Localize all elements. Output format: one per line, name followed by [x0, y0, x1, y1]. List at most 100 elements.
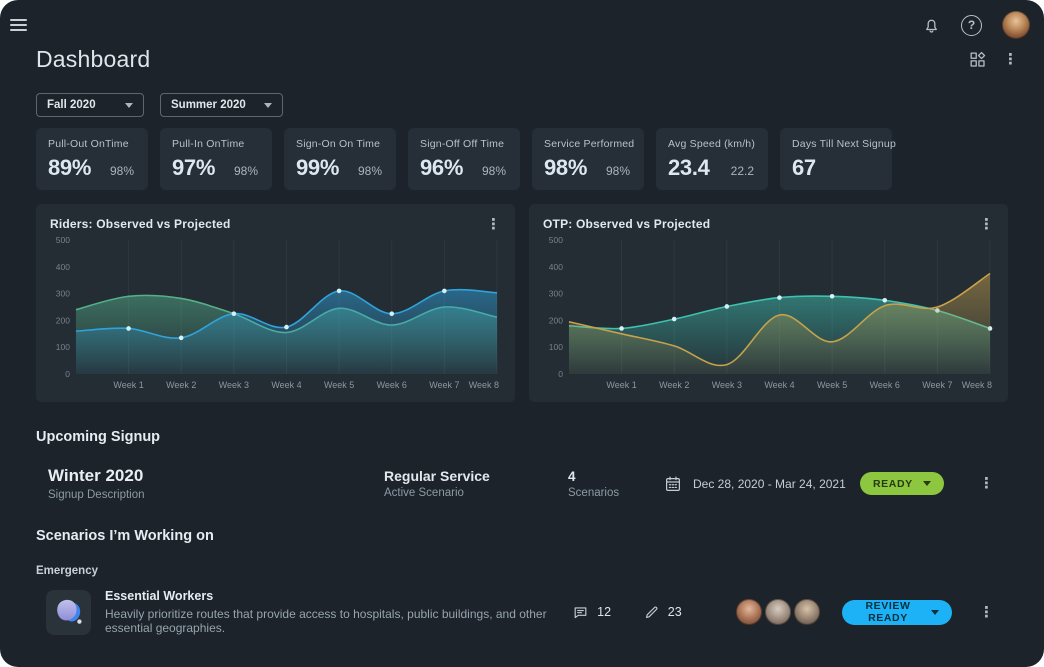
svg-text:Week 7: Week 7	[922, 380, 952, 390]
upcoming-signup-row[interactable]: Winter 2020 Signup Description Regular S…	[0, 445, 1044, 501]
user-avatar[interactable]	[1002, 11, 1030, 39]
kpi-secondary-value: 22.2	[730, 164, 754, 178]
chart-kebab-menu-icon[interactable]: ⋮	[486, 215, 501, 233]
chevron-down-icon	[125, 102, 133, 108]
chart-kebab-menu-icon[interactable]: ⋮	[979, 215, 994, 233]
hamburger-menu-icon[interactable]	[10, 10, 40, 40]
kpi-secondary-value: 98%	[605, 164, 630, 178]
svg-text:Week 7: Week 7	[429, 380, 459, 390]
kpi-label: Days Till Next Signup	[792, 138, 896, 150]
kpi-secondary-value: 98%	[481, 164, 506, 178]
kpi-card-pull-out: Pull-Out OnTime 89% 98%	[36, 128, 148, 190]
svg-text:Week 4: Week 4	[271, 380, 301, 390]
scenario-map-icon	[56, 599, 82, 624]
svg-text:Week 6: Week 6	[377, 380, 407, 390]
riders-chart-panel: Riders: Observed vs Projected ⋮ 0 100 200 3…	[36, 204, 515, 402]
signup-status-button[interactable]: READY	[860, 472, 944, 495]
bell-icon[interactable]	[922, 16, 941, 35]
svg-text:200: 200	[56, 315, 70, 325]
collaborator-avatar[interactable]	[764, 599, 791, 625]
svg-text:Week 8: Week 8	[962, 380, 992, 390]
svg-text:100: 100	[549, 342, 563, 352]
svg-text:500: 500	[549, 235, 563, 245]
svg-text:Week 5: Week 5	[324, 380, 354, 390]
scenario-kebab-menu-icon[interactable]: ⋮	[979, 603, 994, 621]
filter-row: Fall 2020 Summer 2020	[0, 73, 1044, 117]
signup-select-summer-label: Summer 2020	[171, 99, 246, 111]
scenario-status-label: REVIEW READY	[865, 600, 911, 624]
kpi-secondary-value: 98%	[233, 164, 258, 178]
signup-kebab-menu-icon[interactable]: ⋮	[979, 475, 994, 492]
dashboard-widgets-icon[interactable]	[968, 50, 987, 69]
signup-select-fall[interactable]: Fall 2020	[36, 93, 144, 117]
signup-scenario-sub: Scenarios	[568, 486, 620, 499]
signup-select-summer[interactable]: Summer 2020	[160, 93, 283, 117]
signup-scenario-count: 4	[568, 468, 576, 484]
app-bar: ?	[0, 0, 1044, 42]
svg-text:Week 5: Week 5	[817, 380, 847, 390]
svg-text:400: 400	[56, 262, 70, 272]
chart-title: Riders: Observed vs Projected	[50, 217, 231, 231]
kpi-label: Pull-In OnTime	[172, 138, 245, 150]
pencil-icon	[643, 604, 660, 621]
kpi-card-days-till-signup: Days Till Next Signup 67	[780, 128, 896, 190]
page-header: Dashboard ⋮	[0, 42, 1044, 73]
chart-title: OTP: Observed vs Projected	[543, 217, 711, 231]
svg-text:400: 400	[549, 262, 563, 272]
scenario-row[interactable]: Essential Workers Heavily prioritize rou…	[0, 577, 1044, 635]
chevron-down-icon	[263, 102, 272, 108]
kpi-value: 89%	[48, 155, 92, 180]
comment-count-group[interactable]: 12	[572, 604, 611, 621]
collaborator-avatar[interactable]	[735, 599, 762, 625]
kpi-value: 97%	[172, 155, 216, 180]
kpi-label: Service Performed	[544, 138, 635, 150]
svg-text:Week 4: Week 4	[764, 380, 794, 390]
kpi-label: Pull-Out OnTime	[48, 138, 129, 150]
collaborator-avatar[interactable]	[793, 599, 820, 625]
svg-text:Week 2: Week 2	[166, 380, 196, 390]
svg-text:500: 500	[56, 235, 70, 245]
kpi-secondary-value: 98%	[357, 164, 382, 178]
signup-name: Winter 2020	[48, 466, 144, 485]
kpi-label: Avg Speed (km/h)	[668, 138, 756, 150]
scenario-description: Heavily prioritize routes that provide a…	[105, 607, 547, 635]
edit-count-group[interactable]: 23	[643, 604, 682, 621]
charts-row: Riders: Observed vs Projected ⋮ 0 100 200 3…	[0, 190, 1044, 402]
kpi-card-avg-speed: Avg Speed (km/h) 23.4 22.2	[656, 128, 768, 190]
kpi-card-sign-on: Sign-On On Time 99% 98%	[284, 128, 396, 190]
otp-area-chart: 0 100 200 300 400 500 Week 1 Week 2 Week 3 Week 4…	[549, 235, 993, 390]
svg-text:0: 0	[65, 369, 70, 379]
svg-text:Week 6: Week 6	[870, 380, 900, 390]
scenario-status-button[interactable]: REVIEW READY	[841, 599, 953, 625]
kpi-value: 96%	[420, 155, 464, 180]
kpi-label: Sign-Off Off Time	[420, 138, 505, 150]
svg-text:0: 0	[558, 369, 563, 379]
page-title: Dashboard	[36, 46, 151, 72]
scenario-title: Essential Workers	[105, 589, 214, 603]
signup-name-sub: Signup Description	[48, 489, 145, 501]
scenario-group-label: Emergency	[36, 565, 99, 577]
svg-text:300: 300	[549, 289, 563, 299]
svg-text:100: 100	[56, 342, 70, 352]
signup-select-fall-label: Fall 2020	[47, 99, 96, 111]
svg-text:200: 200	[549, 315, 563, 325]
svg-text:300: 300	[56, 289, 70, 299]
working-scenarios-heading: Scenarios I’m Working on	[36, 528, 214, 544]
help-icon[interactable]: ?	[961, 14, 982, 36]
signup-status-label: READY	[873, 477, 913, 490]
upcoming-signup-heading: Upcoming Signup	[36, 429, 161, 445]
calendar-icon	[664, 475, 682, 493]
signup-service: Regular Service	[384, 468, 490, 484]
kpi-label: Sign-On On Time	[296, 138, 381, 150]
chevron-down-icon	[931, 609, 940, 615]
svg-text:Week 3: Week 3	[219, 380, 249, 390]
svg-text:Week 1: Week 1	[113, 380, 143, 390]
comment-icon	[572, 604, 589, 621]
kpi-value: 67	[792, 155, 816, 180]
signup-service-sub: Active Scenario	[384, 487, 464, 499]
chevron-down-icon	[922, 481, 931, 486]
kpi-card-sign-off: Sign-Off Off Time 96% 98%	[408, 128, 520, 190]
kpi-value: 23.4	[668, 155, 710, 180]
page-kebab-menu-icon[interactable]: ⋮	[1003, 51, 1018, 68]
